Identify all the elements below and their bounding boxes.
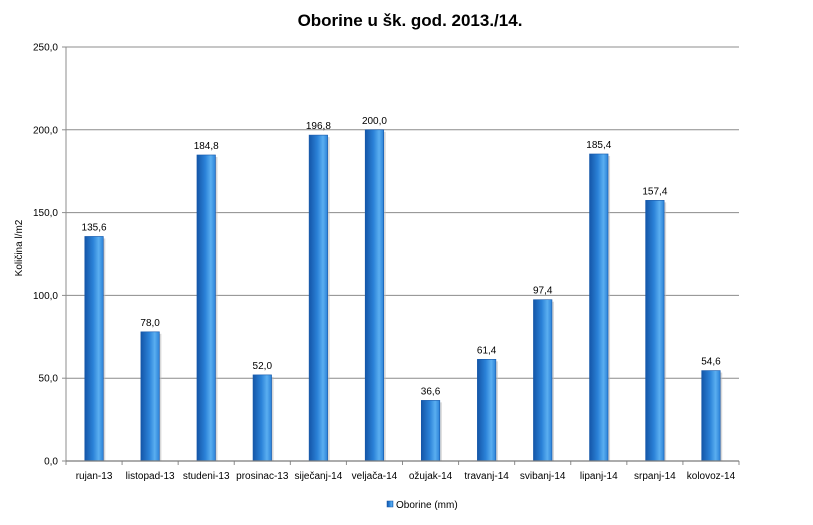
data-label: 185,4: [586, 140, 611, 151]
x-tick-label: svibanj-14: [520, 471, 566, 482]
x-tick-label: listopad-13: [126, 471, 175, 482]
x-tick-label: studeni-13: [183, 471, 230, 482]
y-tick-label: 250,0: [33, 43, 58, 54]
legend-swatch: [386, 500, 394, 508]
bar: [645, 200, 665, 462]
data-labels: 135,6 78,0 184,8 52,0 196,8 200,0 36,6 61,4 97,4…: [82, 116, 722, 398]
x-tick-label: ožujak-14: [409, 471, 453, 482]
bar: [252, 374, 272, 462]
data-label: 52,0: [253, 361, 273, 372]
y-tick-label: 150,0: [33, 208, 58, 219]
data-label: 61,4: [477, 345, 497, 356]
x-tick-label: prosinac-13: [236, 471, 289, 482]
y-tick-label: 0,0: [44, 457, 58, 468]
y-tick-label: 50,0: [39, 374, 59, 385]
bar: [701, 370, 721, 462]
bar: [533, 299, 553, 462]
chart-title: Oborine u šk. god. 2013./14.: [298, 11, 523, 30]
data-label: 54,6: [701, 357, 721, 368]
y-tick-label: 100,0: [33, 291, 58, 302]
x-tick-label: lipanj-14: [580, 471, 618, 482]
bar: [364, 129, 385, 462]
bar: [420, 400, 441, 462]
data-label: 78,0: [140, 318, 160, 329]
data-label: 36,6: [421, 386, 441, 397]
y-tick-label: 200,0: [33, 125, 58, 136]
legend-label: Oborine (mm): [396, 500, 458, 511]
legend: Oborine (mm): [386, 500, 458, 511]
x-tick-label: siječanj-14: [294, 471, 342, 482]
data-label: 97,4: [533, 286, 553, 297]
x-tick-label: kolovoz-14: [687, 471, 736, 482]
bar: [589, 153, 609, 462]
bar: [140, 331, 160, 462]
data-label: 196,8: [306, 121, 331, 132]
gridlines: [66, 46, 739, 462]
x-tick-label: srpanj-14: [634, 471, 676, 482]
data-label: 184,8: [194, 141, 219, 152]
bar: [196, 154, 216, 462]
data-label: 135,6: [82, 222, 107, 233]
bar: [477, 359, 497, 462]
x-tick-label: veljača-14: [352, 471, 398, 482]
bar: [84, 236, 104, 462]
x-tick-label: travanj-14: [464, 471, 509, 482]
x-axis-ticks: rujan-13 listopad-13 studeni-13 prosinac-13…: [65, 460, 740, 482]
y-axis-ticks: 0,0 50,0 100,0 150,0 200,0 250,0: [33, 43, 67, 468]
data-label: 200,0: [362, 116, 387, 127]
bars: [84, 129, 723, 462]
y-axis-title: Količina l/m2: [14, 219, 25, 276]
data-label: 157,4: [642, 186, 667, 197]
x-tick-label: rujan-13: [76, 471, 113, 482]
bar: [308, 134, 328, 462]
